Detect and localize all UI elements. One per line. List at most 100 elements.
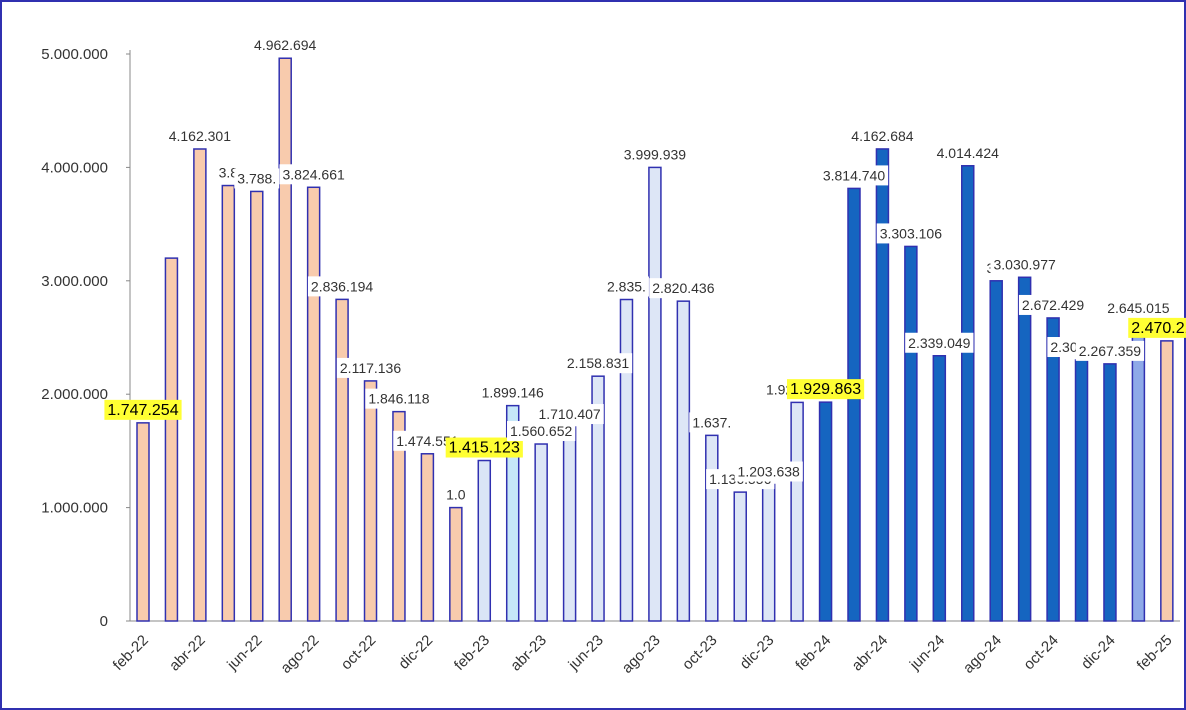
bar [676,300,691,622]
value-label: 1.747.254 [107,402,178,419]
value-label: 3.030.977 [993,256,1055,272]
value-label: 4.014.424 [937,145,999,161]
x-tick-label: abr-24 [849,632,892,675]
value-label-bg [104,399,182,420]
value-label: 2.836.194 [311,278,373,294]
bar [961,165,975,622]
x-tick-label: feb-25 [1134,632,1176,674]
y-tick-label: 4.000.000 [41,159,108,176]
x-tick-label: oct-22 [338,632,380,674]
value-label-bg [876,223,946,244]
bar [705,434,719,622]
value-label-bg [507,421,576,442]
value-label: 3.814.740 [823,167,885,183]
bar [562,426,577,622]
bar [278,57,292,622]
value-label-bg [279,164,348,185]
bar [1074,359,1089,622]
bar [164,257,179,622]
value-label-bg [649,278,718,299]
value-label: 3.8 [219,165,239,181]
value-label: 2.158.831 [567,355,629,371]
value-label-bg [443,484,469,505]
value-label-bg [786,379,865,400]
value-label: 1.899.146 [482,385,544,401]
value-label: 1.203.638 [738,464,800,480]
value-label-bg [905,332,974,353]
y-tick-label: 0 [100,613,108,630]
bar [932,355,947,622]
y-tick-label: 5.000.000 [41,46,108,63]
value-label: 2.339.049 [908,335,970,351]
value-label-bg [1018,294,1088,315]
bar [1017,276,1032,622]
y-tick-label: 1.000.000 [41,500,108,517]
value-label: 1.637. [692,414,731,430]
bar [875,148,890,622]
y-tick-label: 2.000.000 [41,386,108,403]
value-label: 2.470.218 [1131,320,1186,337]
bar [790,401,804,622]
value-label: 4.162.684 [851,128,913,144]
value-label: 2.672.429 [1022,297,1084,313]
bar [193,148,207,622]
bar [904,245,918,622]
bar [733,491,747,622]
value-label-bg [445,437,523,458]
value-label-bg [990,254,1059,275]
bar [847,187,861,622]
x-tick-label: jun-23 [565,632,607,674]
value-label-bg [478,382,547,403]
value-label-bg [933,142,1002,163]
value-label-bg [1075,340,1145,361]
bar [1160,340,1174,622]
value-label: 2.117.136 [340,360,401,376]
bar [818,401,833,622]
x-tick-label: abr-23 [507,632,550,675]
x-tick-label: feb-24 [792,632,834,674]
bar [335,298,349,622]
x-tick-label: jun-22 [223,632,265,674]
value-label: 3.999.939 [624,146,686,162]
x-tick-label: feb-23 [451,632,493,674]
bar [449,506,463,622]
value-label: 4.962.694 [254,37,316,53]
value-label-bg [689,412,735,433]
value-label: 1.846.118 [368,391,429,407]
x-tick-label: dic-24 [1078,632,1119,673]
bar [363,380,378,622]
value-label: 3.303.106 [880,225,942,241]
bar [1131,320,1146,622]
value-label-bg [165,125,235,146]
bar [591,375,605,622]
value-label: 1.474.551 [396,433,458,449]
value-label: 1.0 [446,487,466,503]
x-tick-label: oct-23 [679,632,721,674]
value-label-bg [1128,317,1186,338]
x-tick-label: dic-23 [737,632,778,673]
bar [1103,363,1117,622]
value-label: 1.929.863 [790,381,861,398]
value-label-bg [620,144,690,165]
bar [306,186,321,622]
bar [619,298,634,622]
x-tick-label: ago-22 [277,632,322,677]
value-label-bg [365,388,433,409]
bar [648,166,662,622]
value-label: 1.415.123 [449,440,520,457]
value-label: 4.162.301 [169,128,231,144]
x-tick-label: oct-24 [1020,632,1062,674]
bar [477,459,492,622]
value-label-bg [819,165,889,186]
value-label-bg [336,357,405,378]
bar [761,483,776,622]
value-label: 2.645.015 [1107,300,1169,316]
x-tick-label: dic-22 [395,632,436,673]
value-label: 2.820.436 [652,280,714,296]
x-tick-label: jun-24 [906,632,948,674]
value-label-bg [234,168,280,189]
x-tick-label: ago-23 [619,632,664,677]
x-tick-label: abr-22 [166,632,209,675]
